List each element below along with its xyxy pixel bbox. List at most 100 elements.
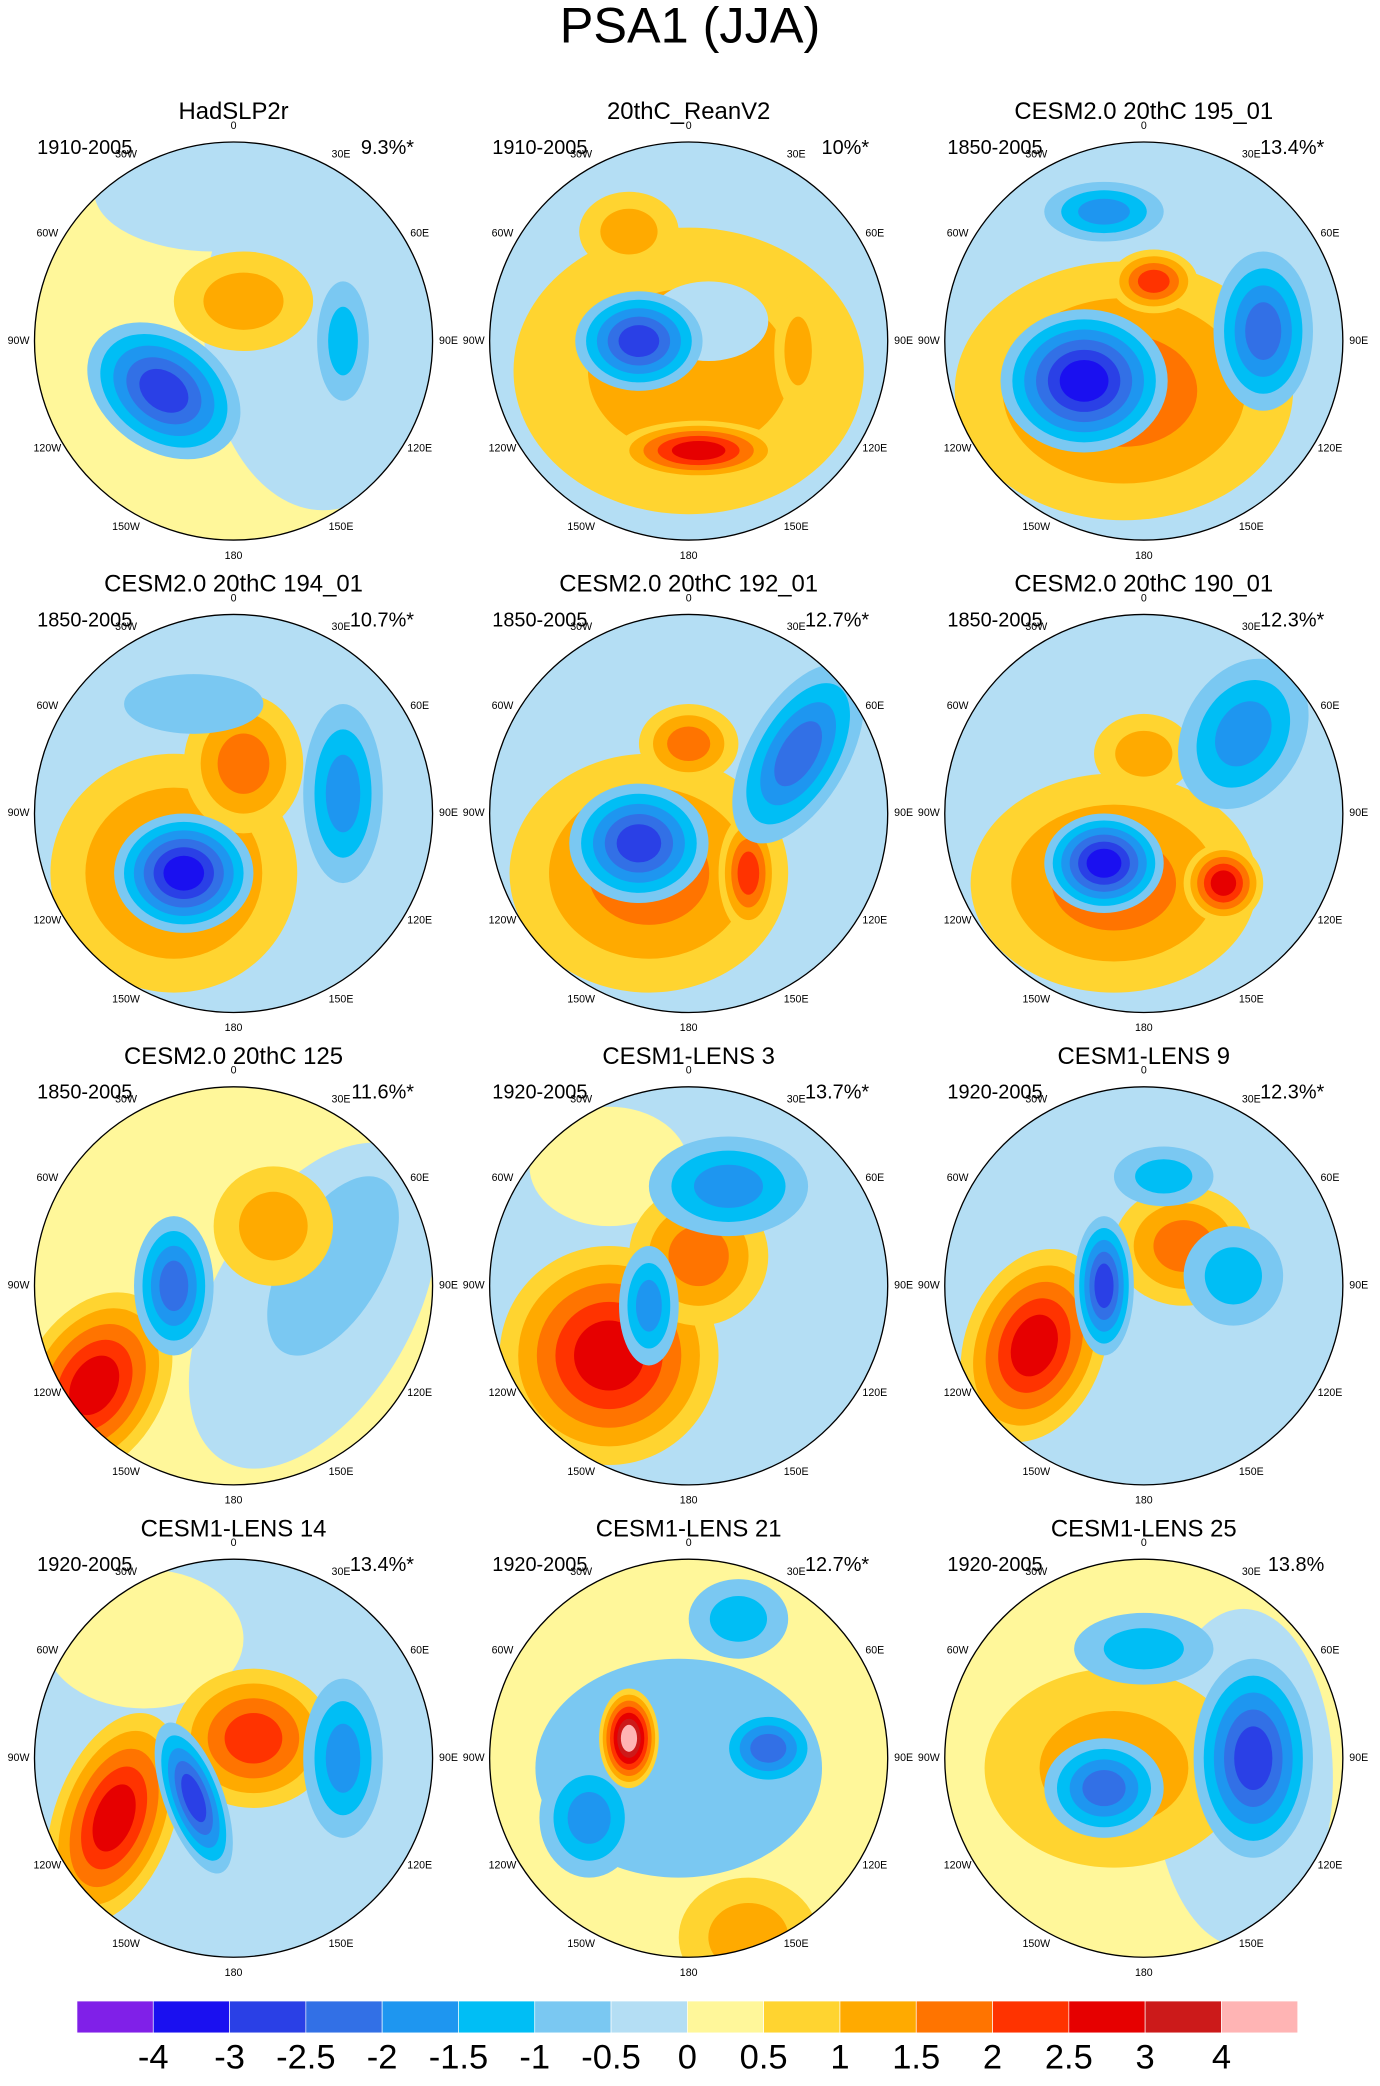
lon-label: 150E — [1239, 1938, 1264, 1950]
contour-fill — [1245, 302, 1282, 360]
colorbar-label: 1 — [830, 2039, 849, 2077]
lon-label: 60E — [1321, 1172, 1340, 1184]
lon-label: 150W — [112, 521, 140, 533]
lon-label: 150E — [784, 1938, 809, 1950]
lon-label: 0 — [1141, 592, 1147, 604]
contour-fill — [181, 1773, 207, 1823]
lon-label: 30E — [787, 149, 806, 161]
lon-label: 120W — [489, 442, 517, 454]
lon-label: 30E — [332, 1566, 351, 1578]
lon-label: 60W — [36, 1645, 58, 1657]
lon-label: 60E — [865, 227, 884, 239]
lon-label: 0 — [1141, 1537, 1147, 1549]
lon-label: 90E — [1349, 807, 1368, 819]
lon-label: 120E — [1318, 1387, 1343, 1399]
panel-title: CESM2.0 20thC 194_01 — [104, 571, 363, 598]
variance: 13.4%* — [1260, 137, 1324, 159]
colorbar-box — [152, 2000, 230, 2034]
lon-label: 30E — [1242, 1566, 1261, 1578]
lon-label: 30W — [1025, 621, 1047, 633]
lon-label: 30W — [1025, 149, 1047, 161]
colorbar-label: -4 — [138, 2039, 169, 2077]
lon-label: 150W — [1022, 993, 1050, 1005]
field — [34, 142, 433, 541]
lon-label: 120E — [1318, 1859, 1343, 1871]
contour-fill — [1078, 198, 1130, 225]
lon-label: 150W — [112, 1466, 140, 1478]
lon-label: 0 — [231, 592, 237, 604]
colorbar-box — [534, 2000, 612, 2034]
lon-label: 0 — [1141, 1065, 1147, 1077]
panel-title: CESM2.0 20thC 192_01 — [559, 571, 818, 598]
contour-fill — [267, 1176, 399, 1356]
contour-fill — [600, 208, 658, 255]
lon-label: 150E — [784, 993, 809, 1005]
colorbar-label: -2 — [367, 2039, 398, 2077]
colorbar-box — [229, 2000, 307, 2034]
variance: 10.7%* — [350, 609, 414, 631]
colorbar-label: 4 — [1212, 2039, 1231, 2077]
lon-label: 120E — [1318, 915, 1343, 927]
lon-label: 30W — [570, 1566, 592, 1578]
lon-label: 60W — [492, 227, 514, 239]
lon-label: 60W — [947, 700, 969, 712]
colorbar-label: 1.5 — [892, 2039, 940, 2077]
colorbar-box — [1068, 2000, 1146, 2034]
lon-label: 90W — [918, 807, 940, 819]
field — [34, 614, 433, 1013]
panel-title: CESM1-LENS 9 — [1058, 1043, 1231, 1070]
lon-label: 150E — [784, 521, 809, 533]
lon-label: 150E — [1239, 993, 1264, 1005]
lon-label: 150W — [567, 1938, 595, 1950]
lon-label: 0 — [231, 120, 237, 132]
lon-label: 60W — [36, 227, 58, 239]
lon-label: 120E — [1318, 442, 1343, 454]
map-border — [944, 141, 1344, 541]
contour-fill — [737, 851, 760, 895]
lon-label: 180 — [1135, 1495, 1153, 1507]
lon-label: 0 — [686, 1065, 692, 1077]
lon-label: 120E — [862, 1859, 887, 1871]
period: 1910-2005 — [37, 137, 132, 159]
contour-fill — [1082, 1770, 1126, 1807]
lon-label: 120W — [944, 442, 972, 454]
contour-fill — [1086, 848, 1122, 878]
lon-label: 0 — [686, 592, 692, 604]
period: 1850-2005 — [947, 137, 1042, 159]
lon-label: 30E — [1242, 621, 1261, 633]
map-panel: CESM2.0 20thC 125 1850-2005 11.6%* 0 30E 60E 9… — [8, 1043, 458, 1507]
lon-label: 60W — [947, 227, 969, 239]
colorbar-label: 0.5 — [740, 2039, 788, 2077]
lon-label: 90E — [1349, 1752, 1368, 1764]
variance: 12.3%* — [1260, 1082, 1324, 1104]
period: 1850-2005 — [37, 609, 132, 631]
panel-title: CESM1-LENS 21 — [596, 1515, 782, 1542]
colorbar-box — [687, 2000, 764, 2034]
period: 1850-2005 — [37, 1082, 132, 1104]
lon-label: 120E — [407, 1387, 432, 1399]
colorbar-box — [1221, 2000, 1299, 2034]
lon-label: 60E — [410, 1172, 429, 1184]
contour-fill — [635, 1279, 662, 1332]
map-border — [33, 1086, 434, 1486]
field — [944, 1086, 1343, 1485]
lon-label: 120W — [34, 915, 62, 927]
contour-fill — [618, 325, 660, 357]
lon-label: 90E — [894, 1752, 913, 1764]
colorbar-label: 3 — [1136, 2039, 1155, 2077]
lon-label: 180 — [225, 1022, 243, 1034]
map-border — [488, 141, 889, 541]
lon-label: 90W — [463, 1280, 485, 1292]
colorbar-box — [610, 2000, 688, 2034]
contour-fill — [203, 272, 284, 330]
lon-label: 30E — [332, 621, 351, 633]
lon-label: 90W — [463, 1752, 485, 1764]
lon-label: 120E — [407, 915, 432, 927]
contour-fill — [325, 754, 361, 833]
lon-label: 60E — [1321, 700, 1340, 712]
colorbar-box — [305, 2000, 383, 2034]
lon-label: 30W — [1025, 1566, 1047, 1578]
map-border — [488, 1086, 889, 1486]
variance: 9.3%* — [361, 137, 414, 159]
map-panel: CESM1-LENS 9 1920-2005 12.3%* 0 30E 60E 90E 120… — [918, 1043, 1368, 1507]
